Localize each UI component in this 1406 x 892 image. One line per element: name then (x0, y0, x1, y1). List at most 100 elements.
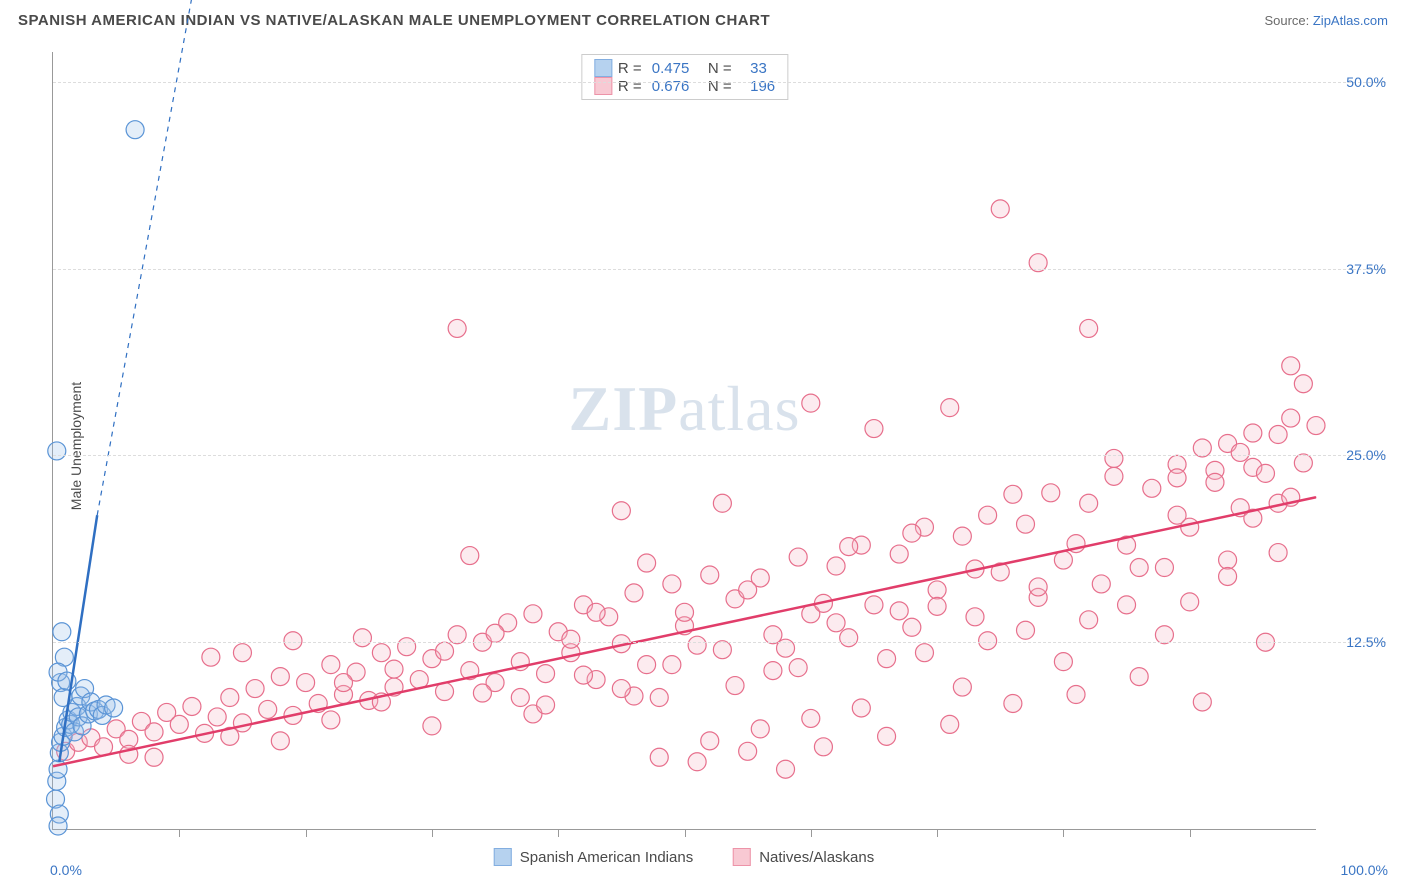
legend-swatch (594, 77, 612, 95)
data-point (777, 760, 795, 778)
data-point (802, 709, 820, 727)
legend-item: Spanish American Indians (494, 848, 693, 866)
data-point (322, 656, 340, 674)
y-tick-label: 50.0% (1326, 74, 1386, 90)
data-point (537, 696, 555, 714)
data-point (1092, 575, 1110, 593)
trend-line-dashed (97, 0, 198, 515)
data-point (701, 732, 719, 750)
data-point (676, 603, 694, 621)
data-point (1244, 424, 1262, 442)
data-point (1080, 611, 1098, 629)
data-point (878, 650, 896, 668)
data-point (562, 630, 580, 648)
data-point (979, 632, 997, 650)
data-point (1294, 375, 1312, 393)
data-point (991, 200, 1009, 218)
data-point (448, 626, 466, 644)
data-point (625, 584, 643, 602)
data-point (789, 548, 807, 566)
data-point (865, 596, 883, 614)
data-point (1080, 319, 1098, 337)
stats-row: R = 0.475 N = 33 (594, 59, 775, 77)
data-point (334, 674, 352, 692)
x-tick (685, 829, 686, 837)
data-point (398, 638, 416, 656)
data-point (953, 527, 971, 545)
data-point (928, 581, 946, 599)
data-point (1105, 467, 1123, 485)
data-point (423, 717, 441, 735)
data-point (271, 732, 289, 750)
data-point (650, 748, 668, 766)
data-point (852, 699, 870, 717)
data-point (638, 554, 656, 572)
data-point (915, 644, 933, 662)
data-point (1282, 409, 1300, 427)
data-point (1282, 357, 1300, 375)
data-point (764, 662, 782, 680)
data-point (297, 674, 315, 692)
data-point (1193, 439, 1211, 457)
legend-label: Natives/Alaskans (759, 849, 874, 866)
data-point (1054, 653, 1072, 671)
data-point (663, 575, 681, 593)
data-point (1130, 559, 1148, 577)
data-point (208, 708, 226, 726)
data-point (1181, 593, 1199, 611)
data-point (1080, 494, 1098, 512)
data-point (1155, 626, 1173, 644)
data-point (1017, 515, 1035, 533)
stats-row: R = 0.676 N = 196 (594, 77, 775, 95)
data-point (145, 723, 163, 741)
data-point (840, 629, 858, 647)
data-point (1143, 479, 1161, 497)
gridline (53, 82, 1386, 83)
data-point (1004, 485, 1022, 503)
x-axis-max-label: 100.0% (1341, 862, 1388, 878)
data-point (1118, 596, 1136, 614)
data-point (1219, 551, 1237, 569)
legend-item: Natives/Alaskans (733, 848, 874, 866)
data-point (650, 689, 668, 707)
data-point (789, 659, 807, 677)
data-point (587, 603, 605, 621)
data-point (865, 420, 883, 438)
data-point (701, 566, 719, 584)
data-point (890, 545, 908, 563)
source-link[interactable]: ZipAtlas.com (1313, 13, 1388, 28)
data-point (537, 665, 555, 683)
data-point (524, 605, 542, 623)
x-tick (1063, 829, 1064, 837)
data-point (221, 689, 239, 707)
data-point (1105, 449, 1123, 467)
data-point (372, 644, 390, 662)
data-point (638, 656, 656, 674)
data-point (385, 660, 403, 678)
gridline (53, 269, 1386, 270)
data-point (284, 632, 302, 650)
data-point (1307, 417, 1325, 435)
data-point (511, 689, 529, 707)
data-point (928, 597, 946, 615)
data-point (1219, 567, 1237, 585)
data-point (739, 742, 757, 760)
data-point (827, 557, 845, 575)
data-point (827, 614, 845, 632)
data-point (953, 678, 971, 696)
data-point (486, 624, 504, 642)
data-point (941, 399, 959, 417)
data-point (739, 581, 757, 599)
x-tick (432, 829, 433, 837)
data-point (1168, 506, 1186, 524)
data-point (271, 668, 289, 686)
data-point (814, 738, 832, 756)
data-point (979, 506, 997, 524)
data-point (259, 700, 277, 718)
legend-swatch (594, 59, 612, 77)
data-point (1231, 443, 1249, 461)
plot-region: ZIPatlas R = 0.475 N = 33R = 0.676 N = 1… (52, 52, 1316, 830)
data-point (183, 697, 201, 715)
data-point (1029, 578, 1047, 596)
data-point (105, 699, 123, 717)
